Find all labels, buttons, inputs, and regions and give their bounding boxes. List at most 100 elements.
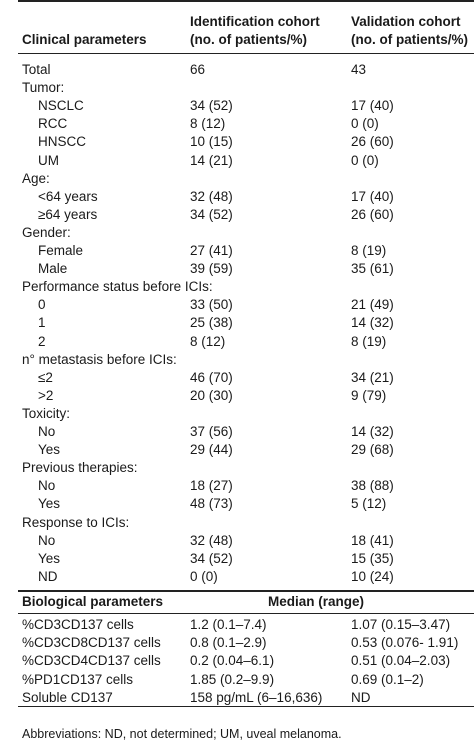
header-identification-cohort: Identification cohort <box>190 14 320 29</box>
row-label: Age: <box>22 170 50 186</box>
table-row: <64 years 32 (48) 17 (40) <box>0 188 474 206</box>
validation-value: 0 (0) <box>351 152 379 168</box>
header-median-range: Median (range) <box>268 594 365 609</box>
row-label: Yes <box>38 442 61 458</box>
identification-value: 37 (56) <box>190 424 233 439</box>
identification-value: 0 (0) <box>190 568 218 584</box>
row-label: Total <box>22 62 51 77</box>
identification-value: 18 (27) <box>190 478 233 494</box>
table-row: ND 0 (0) 10 (24) <box>0 568 474 586</box>
row-label: NSCLC <box>38 98 84 114</box>
row-label: 2 <box>38 333 46 349</box>
validation-value: 5 (12) <box>351 496 387 512</box>
identification-value: 46 (70) <box>190 369 233 385</box>
table-row: 2 8 (12) 8 (19) <box>0 333 474 351</box>
validation-value: 17 (40) <box>351 98 394 114</box>
table-row: No 37 (56) 14 (32) <box>0 423 474 441</box>
header-identification-units: (no. of patients/%) <box>190 32 307 47</box>
section-rule <box>18 590 474 592</box>
identification-value: 34 (52) <box>190 206 233 222</box>
validation-value: 14 (32) <box>351 424 394 439</box>
identification-value: 27 (41) <box>190 243 233 258</box>
row-label: Toxicity: <box>22 405 71 421</box>
identification-value: 14 (21) <box>190 152 233 168</box>
validation-value: 26 (60) <box>351 134 394 150</box>
validation-value: 0.69 (0.1–2) <box>351 671 424 687</box>
table-row: Previous therapies: <box>0 459 474 477</box>
table-row: Gender: <box>0 224 474 242</box>
identification-value: 39 (59) <box>190 261 233 277</box>
row-label: >2 <box>38 387 54 403</box>
table-row: >2 20 (30) 9 (79) <box>0 387 474 405</box>
identification-value: 1.85 (0.2–9.9) <box>190 671 275 687</box>
validation-value: 9 (79) <box>351 387 387 403</box>
validation-value: 18 (41) <box>351 532 394 548</box>
table-row: Total 66 43 <box>0 61 474 79</box>
identification-value: 29 (44) <box>190 442 233 458</box>
row-label: %PD1CD137 cells <box>22 671 134 687</box>
validation-value: 10 (24) <box>351 568 394 584</box>
identification-value: 0.8 (0.1–2.9) <box>190 635 267 651</box>
table-row: Toxicity: <box>0 405 474 423</box>
validation-value: 17 (40) <box>351 188 394 204</box>
row-label: <64 years <box>38 188 98 204</box>
table-row: Soluble CD137 158 pg/mL (6–16,636) ND <box>0 689 474 707</box>
table-row: Response to ICIs: <box>0 514 474 532</box>
row-label: Yes <box>38 550 61 566</box>
row-label: No <box>38 424 56 439</box>
row-label: %CD3CD4CD137 cells <box>22 653 161 669</box>
table-row: UM 14 (21) 0 (0) <box>0 152 474 170</box>
top-rule <box>18 0 474 2</box>
table-row: Yes 34 (52) 15 (35) <box>0 550 474 568</box>
identification-value: 1.2 (0.1–7.4) <box>190 617 267 632</box>
validation-value: 43 <box>351 62 367 77</box>
row-label: Gender: <box>22 224 71 240</box>
row-label: Previous therapies: <box>22 460 138 476</box>
row-label: ≤2 <box>38 369 53 385</box>
table-row: %CD3CD8CD137 cells 0.8 (0.1–2.9) 0.53 (0.0… <box>0 634 474 652</box>
table-row: Tumor: <box>0 79 474 97</box>
table-row: Male 39 (59) 35 (61) <box>0 260 474 278</box>
row-label: Performance status before ICIs: <box>22 279 213 295</box>
row-label: Tumor: <box>22 80 65 96</box>
identification-value: 20 (30) <box>190 387 233 403</box>
validation-value: 35 (61) <box>351 261 394 277</box>
bio-header-rule <box>18 613 474 614</box>
bottom-rule <box>18 706 474 707</box>
header-biological-parameters: Biological parameters <box>22 594 164 609</box>
validation-value: 29 (68) <box>351 442 394 458</box>
validation-value: 8 (19) <box>351 243 387 258</box>
table-row: ≥64 years 34 (52) 26 (60) <box>0 206 474 224</box>
table-row: RCC 8 (12) 0 (0) <box>0 115 474 133</box>
table-row: Female 27 (41) 8 (19) <box>0 242 474 260</box>
identification-value: 34 (52) <box>190 98 233 114</box>
validation-value: ND <box>351 689 371 705</box>
validation-value: 8 (19) <box>351 333 387 349</box>
row-label: Yes <box>38 496 61 512</box>
identification-value: 48 (73) <box>190 496 233 512</box>
row-label: Male <box>38 261 68 277</box>
identification-value: 34 (52) <box>190 550 233 566</box>
table-row: 1 25 (38) 14 (32) <box>0 314 474 332</box>
row-label: No <box>38 478 56 494</box>
identification-value: 66 <box>190 62 206 77</box>
row-label: HNSCC <box>38 134 87 150</box>
table-row: Age: <box>0 170 474 188</box>
table-row: %CD3CD137 cells 1.2 (0.1–7.4) 1.07 (0.15–3… <box>0 616 474 634</box>
footnote: Abbreviations: ND, not determined; UM, u… <box>22 727 342 741</box>
identification-value: 0.2 (0.04–6.1) <box>190 653 275 669</box>
table-row: No 18 (27) 38 (88) <box>0 477 474 495</box>
row-label: n° metastasis before ICIs: <box>22 351 177 367</box>
validation-value: 0.53 (0.076- 1.91) <box>351 635 459 651</box>
validation-value: 0.51 (0.04–2.03) <box>351 653 451 669</box>
identification-value: 32 (48) <box>190 188 233 204</box>
row-label: RCC <box>38 116 68 132</box>
table-row: HNSCC 10 (15) 26 (60) <box>0 133 474 151</box>
row-label: ND <box>38 568 58 584</box>
header-validation-cohort: Validation cohort <box>351 14 461 29</box>
row-label: ≥64 years <box>38 206 98 222</box>
table-row: %CD3CD4CD137 cells 0.2 (0.04–6.1) 0.51 (0.… <box>0 652 474 670</box>
row-label: Soluble CD137 <box>22 689 113 705</box>
table-row: No 32 (48) 18 (41) <box>0 532 474 550</box>
